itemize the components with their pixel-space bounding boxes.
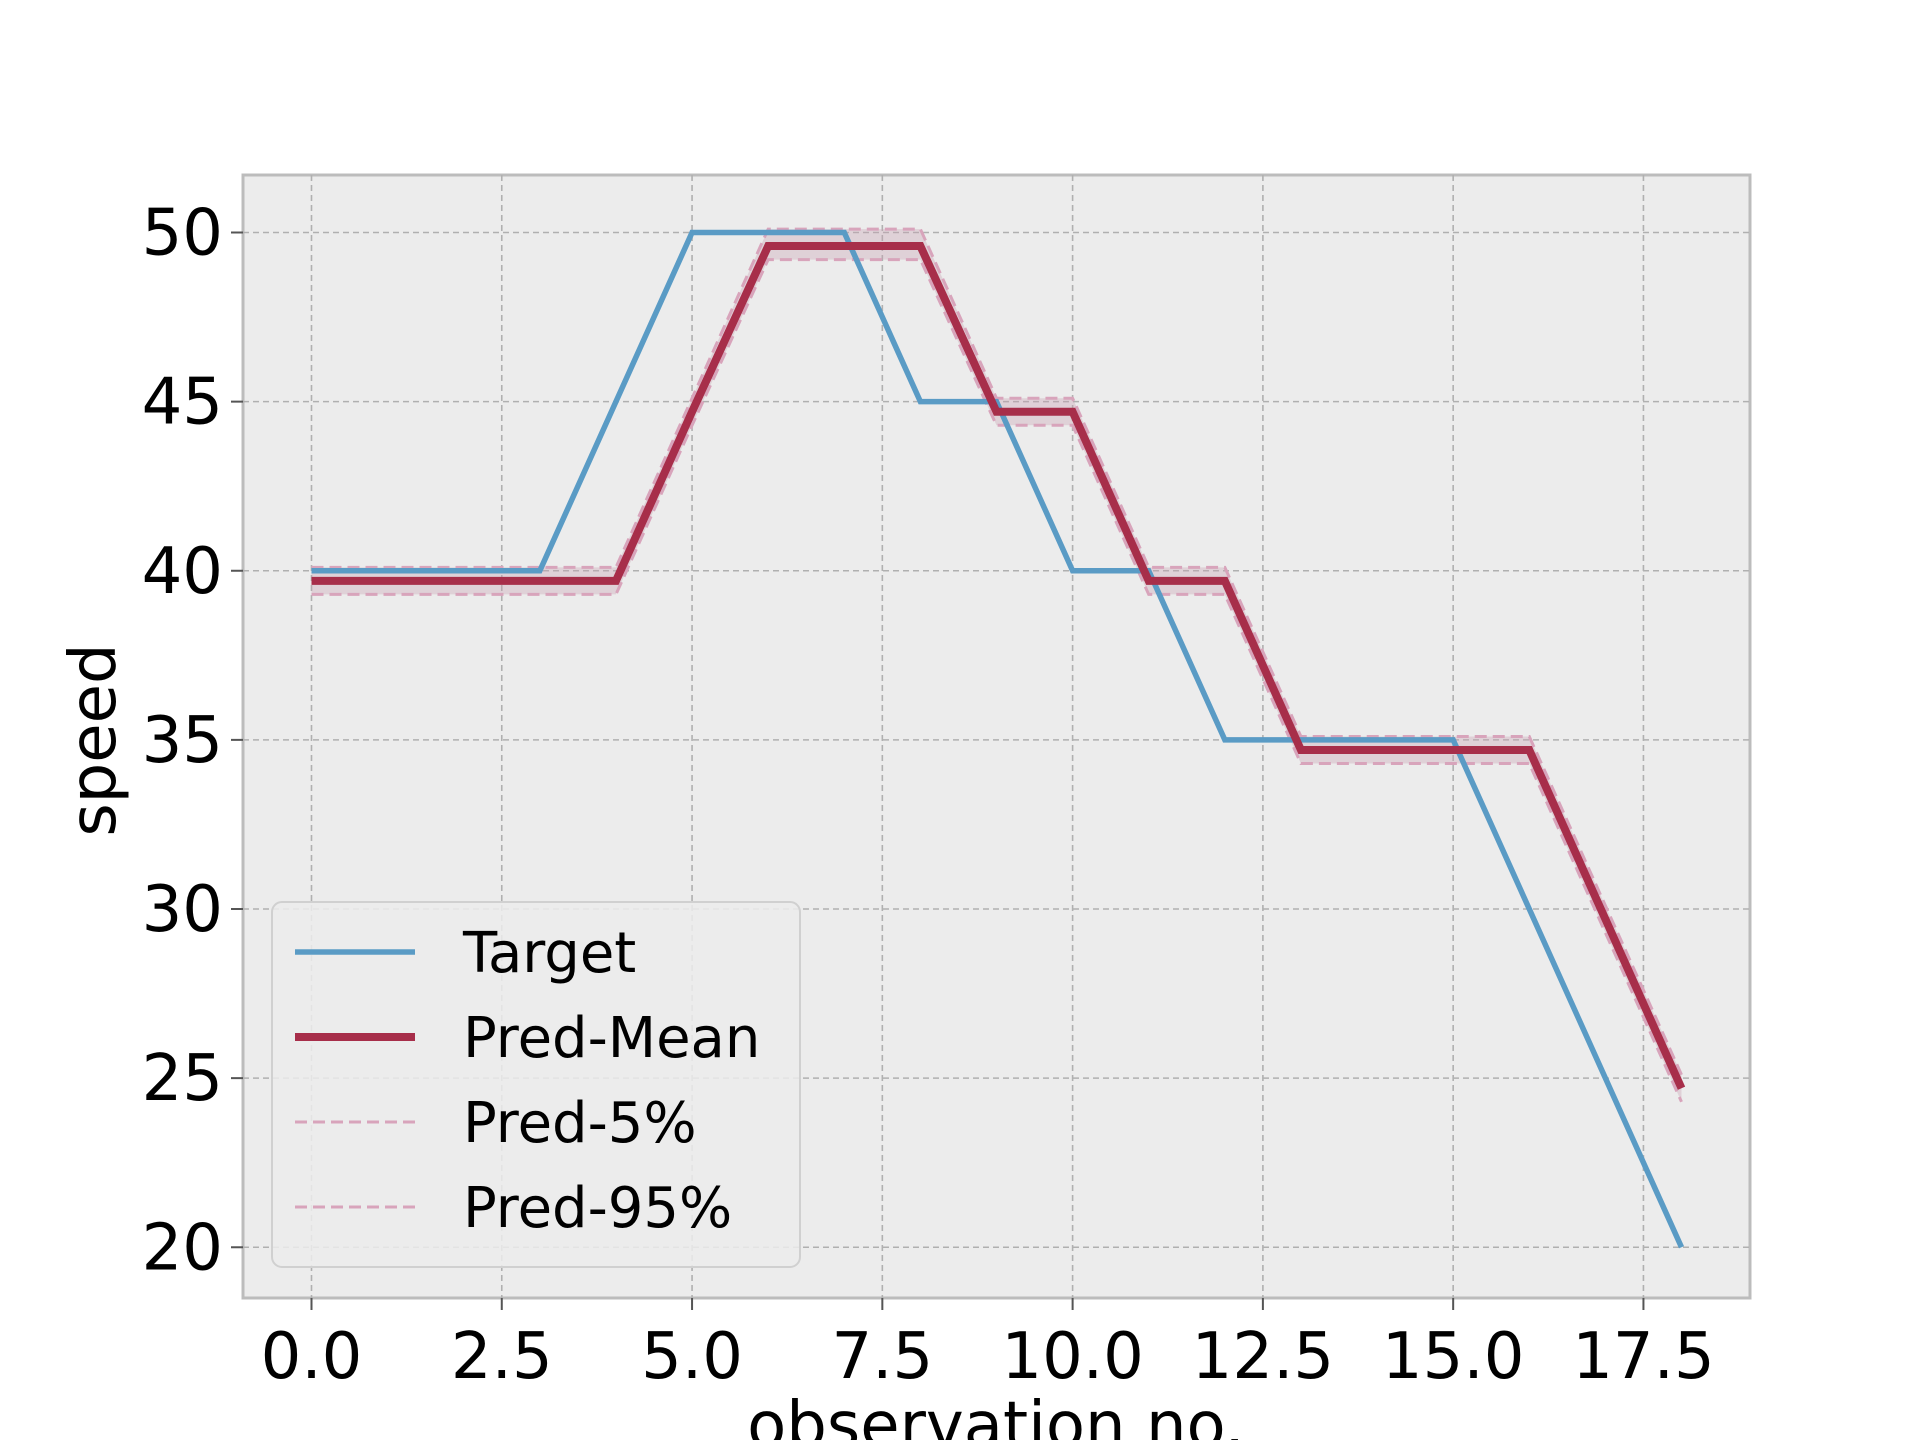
legend-label-pred-5: Pred-5% <box>463 1091 697 1156</box>
y-tick-label: 50 <box>142 197 223 271</box>
series-line-pred-95 <box>311 227 1683 1076</box>
series-line-pred-mean <box>311 242 1686 1090</box>
x-tick-label: 10.0 <box>1001 1320 1144 1394</box>
x-tick-label: 5.0 <box>641 1320 743 1394</box>
x-axis-label: observation no. <box>747 1389 1245 1440</box>
series-lines <box>311 227 1686 1249</box>
y-tick-label: 40 <box>142 535 223 609</box>
legend-label-pred-mean: Pred-Mean <box>463 1006 760 1071</box>
legend-entries: Target Pred-Mean Pred-5% Pred-95% <box>295 921 760 1241</box>
x-tick-label: 0.0 <box>261 1320 363 1394</box>
series-line-pred-5 <box>311 258 1683 1103</box>
y-axis-label: speed <box>57 643 131 836</box>
x-tick-label: 15.0 <box>1382 1320 1525 1394</box>
y-tick-label: 35 <box>142 704 223 778</box>
legend: Target Pred-Mean Pred-5% Pred-95% <box>271 901 801 1268</box>
x-tick-label: 2.5 <box>451 1320 553 1394</box>
x-tick-label: 17.5 <box>1572 1320 1715 1394</box>
legend-label-target: Target <box>462 921 636 986</box>
y-tick-label: 30 <box>142 873 223 947</box>
series-line-target <box>311 229 1685 1249</box>
y-tick-label: 45 <box>142 366 223 440</box>
x-tick-label: 7.5 <box>831 1320 933 1394</box>
legend-label-pred-95: Pred-95% <box>463 1176 732 1241</box>
x-axis-ticks: 0.0 2.5 5.0 7.5 10.0 12.5 15.0 17.5 <box>261 1298 1715 1394</box>
legend-box <box>271 901 801 1268</box>
y-tick-label: 20 <box>142 1211 223 1285</box>
y-tick-label: 25 <box>142 1042 223 1116</box>
x-tick-label: 12.5 <box>1192 1320 1335 1394</box>
y-axis-ticks: 20 25 30 35 40 45 50 <box>142 197 243 1285</box>
